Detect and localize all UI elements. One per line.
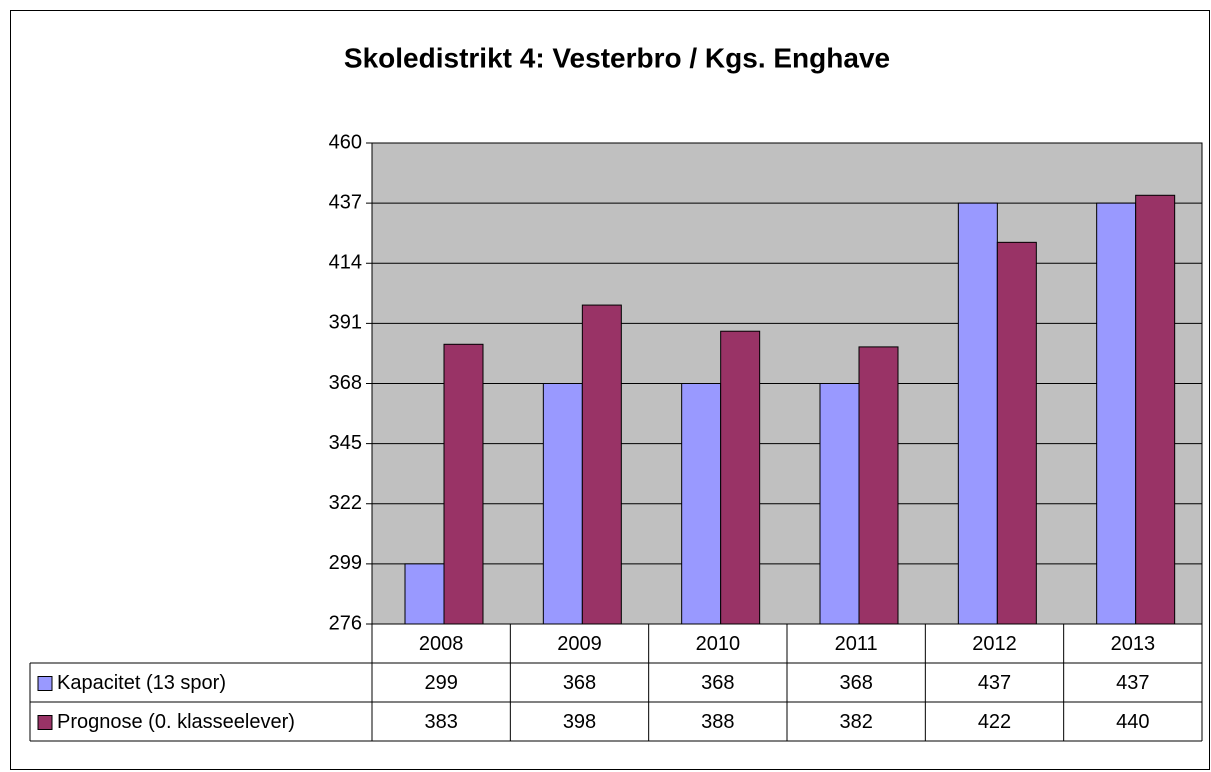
bar xyxy=(681,383,722,625)
x-tick-label: 2013 xyxy=(1111,633,1156,655)
table-value: 398 xyxy=(563,711,596,733)
y-tick-label: 322 xyxy=(329,492,362,514)
table-value: 382 xyxy=(839,711,872,733)
table-value: 383 xyxy=(424,711,457,733)
x-tick-label: 2011 xyxy=(835,633,878,655)
table-value: 437 xyxy=(1116,672,1149,694)
x-tick-label: 2009 xyxy=(557,633,602,655)
table-value: 422 xyxy=(978,711,1011,733)
legend-swatch xyxy=(37,676,53,691)
bar xyxy=(720,330,761,625)
bar xyxy=(957,202,998,625)
bar xyxy=(542,383,583,625)
table-value: 388 xyxy=(701,711,734,733)
y-tick-label: 414 xyxy=(329,252,362,274)
y-tick-label: 391 xyxy=(329,312,362,334)
table-value: 437 xyxy=(978,672,1011,694)
legend-label: Prognose (0. klasseelever) xyxy=(57,711,295,733)
table-value: 440 xyxy=(1116,711,1149,733)
table-value: 368 xyxy=(701,672,734,694)
y-tick-label: 276 xyxy=(329,612,362,634)
bar xyxy=(404,563,445,625)
x-tick-label: 2008 xyxy=(419,633,464,655)
x-tick-label: 2010 xyxy=(696,633,741,655)
bar xyxy=(443,343,484,625)
y-tick-label: 345 xyxy=(329,432,362,454)
table-value: 368 xyxy=(839,672,872,694)
bar xyxy=(1096,202,1137,625)
bar xyxy=(581,304,622,625)
y-tick-label: 368 xyxy=(329,372,362,394)
y-tick-label: 437 xyxy=(329,191,362,213)
chart-title: Skoledistrikt 4: Vesterbro / Kgs. Enghav… xyxy=(344,42,890,73)
legend-swatch xyxy=(37,715,53,730)
bar xyxy=(1135,194,1176,625)
y-tick-label: 460 xyxy=(329,131,362,153)
table-value: 299 xyxy=(424,672,457,694)
bar xyxy=(819,383,860,625)
legend-label: Kapacitet (13 spor) xyxy=(57,672,226,694)
bar xyxy=(858,346,899,625)
x-tick-label: 2012 xyxy=(972,633,1017,655)
table-value: 368 xyxy=(563,672,596,694)
y-tick-label: 299 xyxy=(329,552,362,574)
bar xyxy=(996,241,1037,625)
